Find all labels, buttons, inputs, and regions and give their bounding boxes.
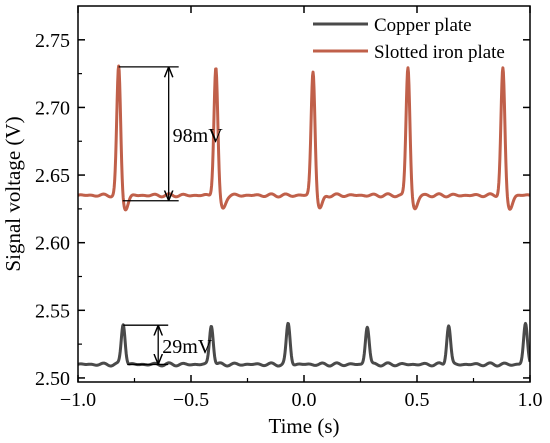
x-tick-label: 0.5 <box>405 389 430 411</box>
series-layer <box>78 64 530 368</box>
x-tick-label: 0.0 <box>292 389 317 411</box>
y-tick-label: 2.70 <box>35 97 70 119</box>
y-tick-label: 2.75 <box>35 30 70 52</box>
x-tick-label: 1.0 <box>518 389 543 411</box>
annotation-label: 98mV <box>173 125 224 147</box>
x-tick-label: −1.0 <box>60 389 96 411</box>
legend-label: Slotted iron plate <box>374 42 505 63</box>
ticks-layer: −1.0 −0.5 0.0 0.5 1.0 2.50 2.55 2.60 2.65 2.70 2.7… <box>35 6 543 411</box>
series-line-copper-plate <box>78 321 530 368</box>
x-axis-label: Time (s) <box>269 414 340 438</box>
legend: Copper plate Slotted iron plate <box>313 15 505 63</box>
y-tick-label: 2.60 <box>35 233 70 255</box>
annotations: 98mV 29mV <box>118 66 224 366</box>
y-tick-label: 2.65 <box>35 165 70 187</box>
legend-label: Copper plate <box>374 15 472 36</box>
annotation-label: 29mV <box>162 336 213 358</box>
series-line-slotted-iron-plate <box>78 64 530 212</box>
x-tick-label: −0.5 <box>173 389 209 411</box>
y-tick-label: 2.55 <box>35 300 70 322</box>
y-tick-label: 2.50 <box>35 368 70 390</box>
y-axis-label: Signal voltage (V) <box>1 116 25 271</box>
